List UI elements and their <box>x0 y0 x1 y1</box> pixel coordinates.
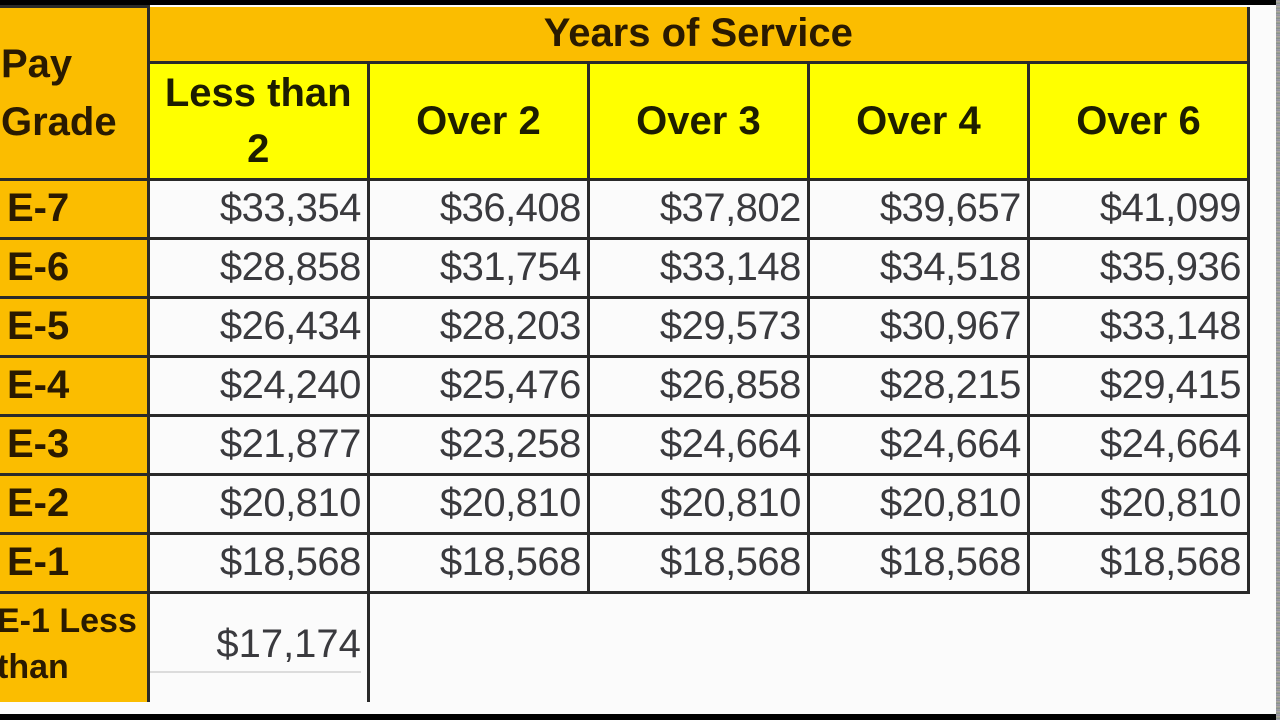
pay-cell: $33,354 <box>146 177 370 240</box>
pay-cell: $39,657 <box>806 177 1030 240</box>
grade-label: E-7 <box>0 177 150 240</box>
pay-cell: $41,099 <box>1026 177 1251 240</box>
table-row: E-7 $33,354 $36,408 $37,802 $39,657 $41,… <box>0 177 1251 240</box>
pay-cell: $28,215 <box>806 354 1030 417</box>
pay-cell: $17,174 <box>146 590 370 702</box>
years-of-service-header: Years of Service <box>146 6 1251 64</box>
grade-label: E-1 Less than <box>0 590 150 702</box>
table-row: E-5 $26,434 $28,203 $29,573 $30,967 $33,… <box>0 295 1251 358</box>
pay-cell: $18,568 <box>586 531 810 594</box>
pay-cell: $30,967 <box>806 295 1030 358</box>
table-row: E-3 $21,877 $23,258 $24,664 $24,664 $24,… <box>0 413 1251 476</box>
pay-cell: $20,810 <box>806 472 1030 535</box>
grade-label: E-3 <box>0 413 150 476</box>
pay-cell: $29,573 <box>586 295 810 358</box>
pay-cell: $20,810 <box>1026 472 1251 535</box>
pay-cell: $26,434 <box>146 295 370 358</box>
pay-cell: $18,568 <box>1026 531 1251 594</box>
pay-cell: $18,568 <box>146 531 370 594</box>
pay-cell: $26,858 <box>586 354 810 417</box>
pay-cell: $18,568 <box>366 531 590 594</box>
column-header-less-than-2: Less than 2 <box>146 60 370 181</box>
table-row: E-6 $28,858 $31,754 $33,148 $34,518 $35,… <box>0 236 1251 299</box>
video-edge-artifact <box>1276 0 1280 720</box>
pay-cell: $21,877 <box>146 413 370 476</box>
group-header-row: Pay Grade Years of Service <box>0 5 1251 181</box>
pay-cell: $31,754 <box>366 236 590 299</box>
pay-cell: $24,664 <box>1026 413 1251 476</box>
column-header-over-4: Over 4 <box>806 60 1030 181</box>
grade-label: E-5 <box>0 295 150 358</box>
pay-cell: $28,203 <box>366 295 590 358</box>
pay-cell: $24,664 <box>806 413 1030 476</box>
pay-table-view: Pay Grade Years of Service Less than 2 O… <box>0 5 1276 714</box>
column-header-row: Less than 2 Over 2 Over 3 Over 4 Over 6 <box>0 60 1251 181</box>
pay-cell: $18,568 <box>806 531 1030 594</box>
pay-cell: $34,518 <box>806 236 1030 299</box>
table-row: E-4 $24,240 $25,476 $26,858 $28,215 $29,… <box>0 354 1251 417</box>
pay-cell: $25,476 <box>366 354 590 417</box>
pay-grade-header: Pay Grade <box>0 5 150 181</box>
pay-grade-table: Pay Grade Years of Service Less than 2 O… <box>0 5 1251 702</box>
grade-label: E-6 <box>0 236 150 299</box>
pay-cell: $24,664 <box>586 413 810 476</box>
pay-cell: $20,810 <box>146 472 370 535</box>
table-row: E-2 $20,810 $20,810 $20,810 $20,810 $20,… <box>0 472 1251 535</box>
pay-cell-value: $17,174 <box>151 622 361 673</box>
column-header-over-6: Over 6 <box>1026 60 1251 181</box>
pay-cell: $33,148 <box>586 236 810 299</box>
pay-cell: $20,810 <box>366 472 590 535</box>
empty-cells <box>368 590 1249 702</box>
pay-cell: $33,148 <box>1026 295 1251 358</box>
pay-cell: $28,858 <box>146 236 370 299</box>
pay-cell: $23,258 <box>366 413 590 476</box>
pay-cell: $37,802 <box>586 177 810 240</box>
pay-cell: $24,240 <box>146 354 370 417</box>
table-row-e1-less-than: E-1 Less than $17,174 <box>0 590 1249 702</box>
pay-cell: $20,810 <box>586 472 810 535</box>
pay-cell: $29,415 <box>1026 354 1251 417</box>
grade-label: E-4 <box>0 354 150 417</box>
column-header-over-2: Over 2 <box>366 60 590 181</box>
pay-cell: $36,408 <box>366 177 590 240</box>
pay-cell: $35,936 <box>1026 236 1251 299</box>
table-row: E-1 $18,568 $18,568 $18,568 $18,568 $18,… <box>0 531 1251 594</box>
column-header-over-3: Over 3 <box>586 60 810 181</box>
grade-label: E-1 <box>0 531 150 594</box>
grade-label: E-2 <box>0 472 150 535</box>
